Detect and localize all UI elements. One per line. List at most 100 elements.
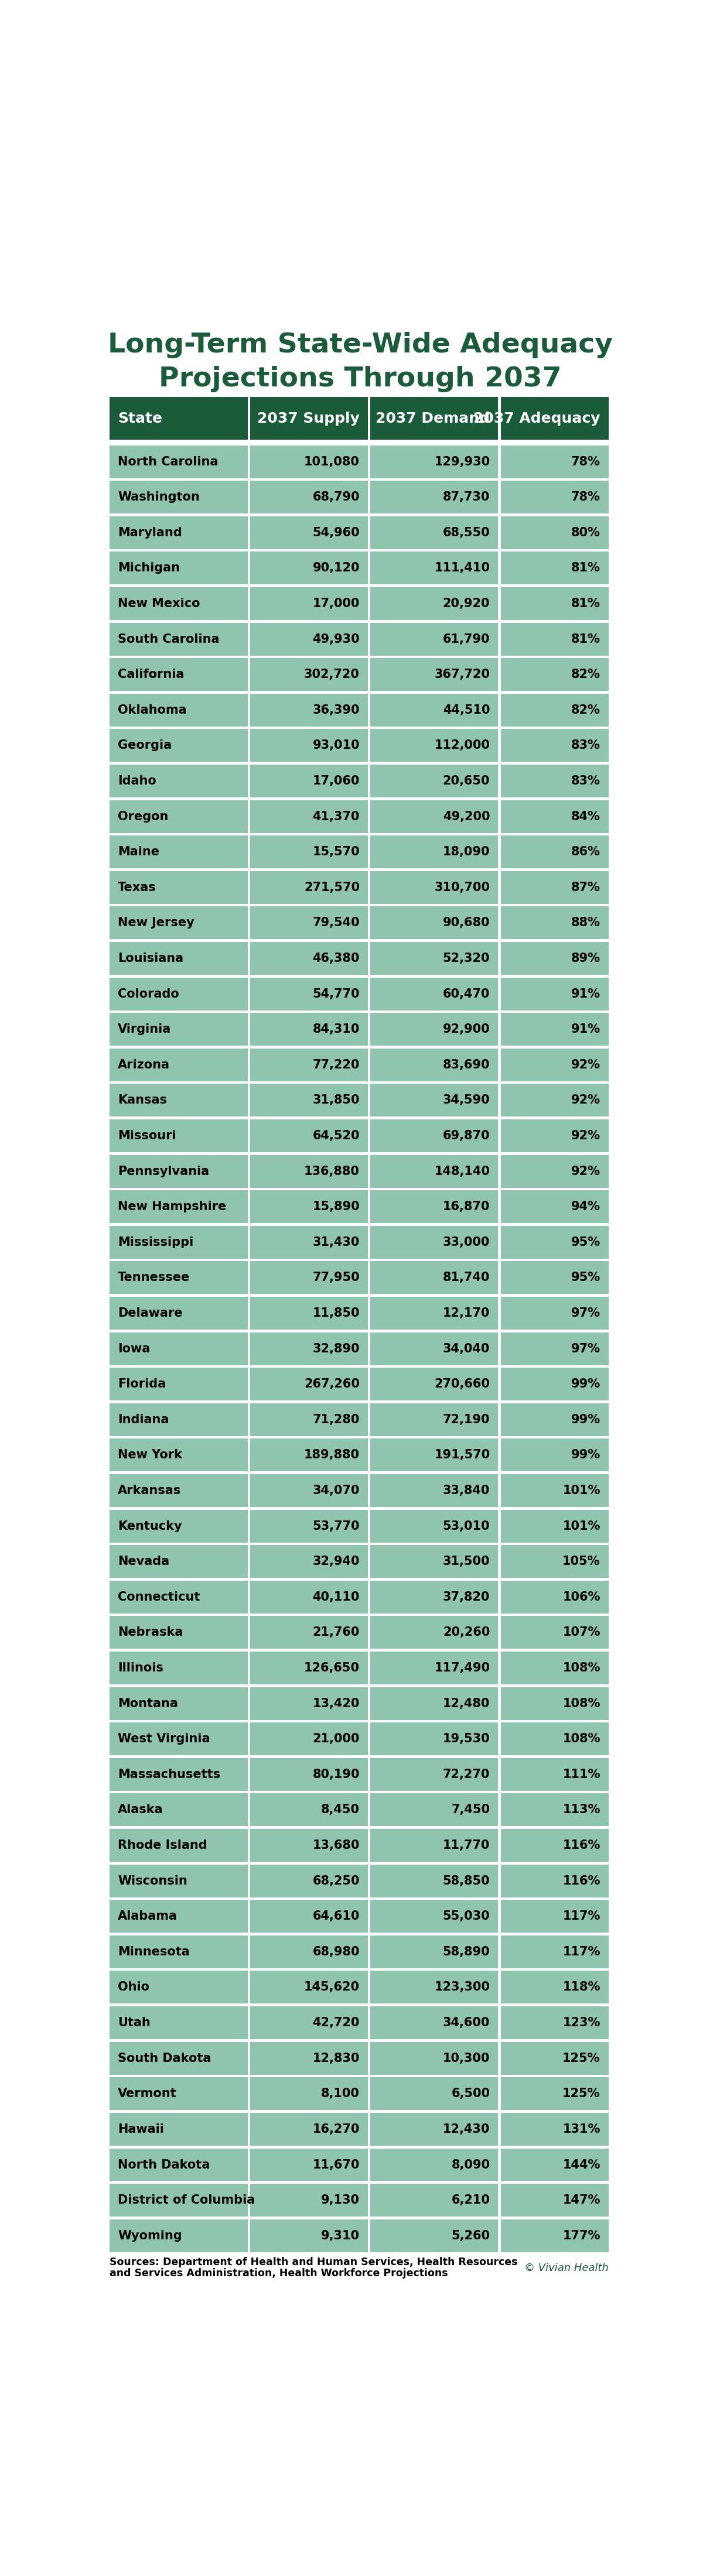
FancyBboxPatch shape: [110, 1084, 247, 1115]
FancyBboxPatch shape: [370, 623, 498, 654]
Text: 189,880: 189,880: [304, 1450, 360, 1461]
FancyBboxPatch shape: [501, 1190, 608, 1224]
FancyBboxPatch shape: [370, 1935, 498, 1968]
FancyBboxPatch shape: [110, 1121, 247, 1151]
Text: 78%: 78%: [571, 456, 600, 466]
Text: 11,850: 11,850: [312, 1309, 360, 1319]
Text: Washington: Washington: [118, 492, 200, 502]
FancyBboxPatch shape: [250, 943, 368, 974]
Text: Georgia: Georgia: [118, 739, 172, 752]
Text: 16,870: 16,870: [443, 1200, 490, 1213]
Text: New Jersey: New Jersey: [118, 917, 195, 930]
Text: 13,680: 13,680: [313, 1839, 360, 1852]
Text: 68,550: 68,550: [443, 526, 490, 538]
FancyBboxPatch shape: [370, 1012, 498, 1046]
Text: 34,590: 34,590: [443, 1095, 490, 1105]
Text: 80%: 80%: [571, 526, 600, 538]
Text: 92%: 92%: [571, 1095, 600, 1105]
FancyBboxPatch shape: [110, 1582, 247, 1613]
Text: North Carolina: North Carolina: [118, 456, 218, 466]
Text: © Vivian Health: © Vivian Health: [524, 2262, 609, 2272]
FancyBboxPatch shape: [501, 1121, 608, 1151]
FancyBboxPatch shape: [501, 765, 608, 799]
FancyBboxPatch shape: [250, 835, 368, 868]
FancyBboxPatch shape: [501, 1687, 608, 1721]
Text: 108%: 108%: [562, 1662, 600, 1674]
FancyBboxPatch shape: [370, 587, 498, 621]
Text: 126,650: 126,650: [304, 1662, 360, 1674]
Text: and Services Administration, Health Workforce Projections: and Services Administration, Health Work…: [110, 2267, 448, 2280]
FancyBboxPatch shape: [250, 1829, 368, 1862]
FancyBboxPatch shape: [370, 1226, 498, 1260]
Text: Maine: Maine: [118, 845, 160, 858]
Text: 191,570: 191,570: [434, 1450, 490, 1461]
FancyBboxPatch shape: [250, 1757, 368, 1790]
FancyBboxPatch shape: [501, 1262, 608, 1293]
FancyBboxPatch shape: [501, 657, 608, 690]
Text: 117,490: 117,490: [434, 1662, 490, 1674]
FancyBboxPatch shape: [110, 835, 247, 868]
Text: Hawaii: Hawaii: [118, 2123, 164, 2136]
FancyBboxPatch shape: [110, 2221, 247, 2251]
FancyBboxPatch shape: [110, 482, 247, 513]
Text: 15,570: 15,570: [312, 845, 360, 858]
Text: Arkansas: Arkansas: [118, 1484, 181, 1497]
Text: 53,770: 53,770: [312, 1520, 360, 1533]
Text: 101%: 101%: [562, 1484, 600, 1497]
Text: Wisconsin: Wisconsin: [118, 1875, 188, 1886]
Text: 61,790: 61,790: [443, 634, 490, 644]
FancyBboxPatch shape: [501, 976, 608, 1010]
FancyBboxPatch shape: [250, 1084, 368, 1115]
FancyBboxPatch shape: [501, 1829, 608, 1862]
Text: 6,500: 6,500: [451, 2089, 490, 2099]
Text: Projections Through 2037: Projections Through 2037: [159, 366, 562, 392]
Text: 34,600: 34,600: [443, 2017, 490, 2030]
FancyBboxPatch shape: [501, 623, 608, 654]
FancyBboxPatch shape: [250, 1723, 368, 1754]
FancyBboxPatch shape: [250, 623, 368, 654]
FancyBboxPatch shape: [110, 1048, 247, 1082]
FancyBboxPatch shape: [250, 871, 368, 904]
Text: 123%: 123%: [562, 2017, 600, 2030]
Text: 20,650: 20,650: [443, 775, 490, 786]
FancyBboxPatch shape: [110, 1154, 247, 1188]
Text: 68,250: 68,250: [312, 1875, 360, 1886]
FancyBboxPatch shape: [370, 943, 498, 974]
Text: 2037 Supply: 2037 Supply: [257, 412, 360, 425]
FancyBboxPatch shape: [110, 1651, 247, 1685]
FancyBboxPatch shape: [250, 1546, 368, 1579]
FancyBboxPatch shape: [501, 1723, 608, 1754]
FancyBboxPatch shape: [110, 765, 247, 799]
Text: 2037 Demand: 2037 Demand: [375, 412, 490, 425]
Text: 21,000: 21,000: [313, 1734, 360, 1744]
FancyBboxPatch shape: [250, 1687, 368, 1721]
FancyBboxPatch shape: [250, 1048, 368, 1082]
FancyBboxPatch shape: [370, 1865, 498, 1899]
Text: Michigan: Michigan: [118, 562, 180, 574]
FancyBboxPatch shape: [370, 976, 498, 1010]
Text: 271,570: 271,570: [304, 881, 360, 894]
FancyBboxPatch shape: [501, 1404, 608, 1435]
Text: 58,850: 58,850: [443, 1875, 490, 1886]
Text: 81,740: 81,740: [443, 1273, 490, 1283]
FancyBboxPatch shape: [250, 2184, 368, 2215]
Text: Texas: Texas: [118, 881, 156, 894]
Text: 87,730: 87,730: [443, 492, 490, 502]
FancyBboxPatch shape: [370, 1473, 498, 1507]
Text: 11,670: 11,670: [313, 2159, 360, 2172]
FancyBboxPatch shape: [250, 1510, 368, 1543]
FancyBboxPatch shape: [110, 551, 247, 585]
FancyBboxPatch shape: [370, 657, 498, 690]
Text: 68,790: 68,790: [312, 492, 360, 502]
Text: Missouri: Missouri: [118, 1131, 176, 1141]
Text: Montana: Montana: [118, 1698, 178, 1710]
FancyBboxPatch shape: [370, 871, 498, 904]
FancyBboxPatch shape: [110, 397, 247, 440]
FancyBboxPatch shape: [250, 976, 368, 1010]
FancyBboxPatch shape: [250, 1615, 368, 1649]
FancyBboxPatch shape: [110, 801, 247, 832]
FancyBboxPatch shape: [370, 1757, 498, 1790]
Text: Ohio: Ohio: [118, 1981, 150, 1994]
FancyBboxPatch shape: [250, 1332, 368, 1365]
Text: 20,260: 20,260: [443, 1625, 490, 1638]
